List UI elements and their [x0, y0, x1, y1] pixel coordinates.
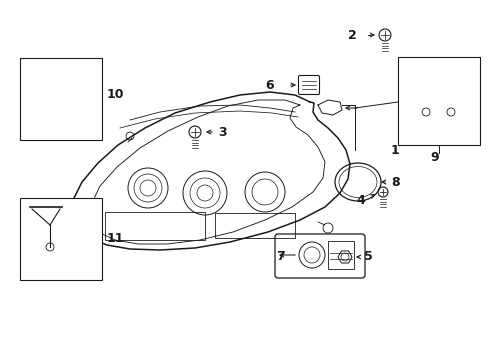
Text: 6: 6 — [266, 78, 274, 91]
Bar — [105, 212, 205, 240]
Text: 10: 10 — [107, 87, 124, 100]
Bar — [328, 241, 354, 269]
Text: 2: 2 — [348, 28, 357, 41]
Text: 8: 8 — [391, 176, 400, 189]
Bar — [20, 58, 102, 140]
Text: 9: 9 — [431, 150, 440, 163]
Text: 5: 5 — [364, 251, 373, 264]
Bar — [20, 198, 102, 280]
Text: 1: 1 — [391, 144, 400, 157]
Text: 7: 7 — [276, 251, 285, 264]
Text: 3: 3 — [218, 126, 227, 139]
Bar — [215, 213, 295, 238]
Text: 4: 4 — [356, 194, 365, 207]
Text: 11: 11 — [107, 233, 124, 246]
Bar — [398, 57, 480, 145]
